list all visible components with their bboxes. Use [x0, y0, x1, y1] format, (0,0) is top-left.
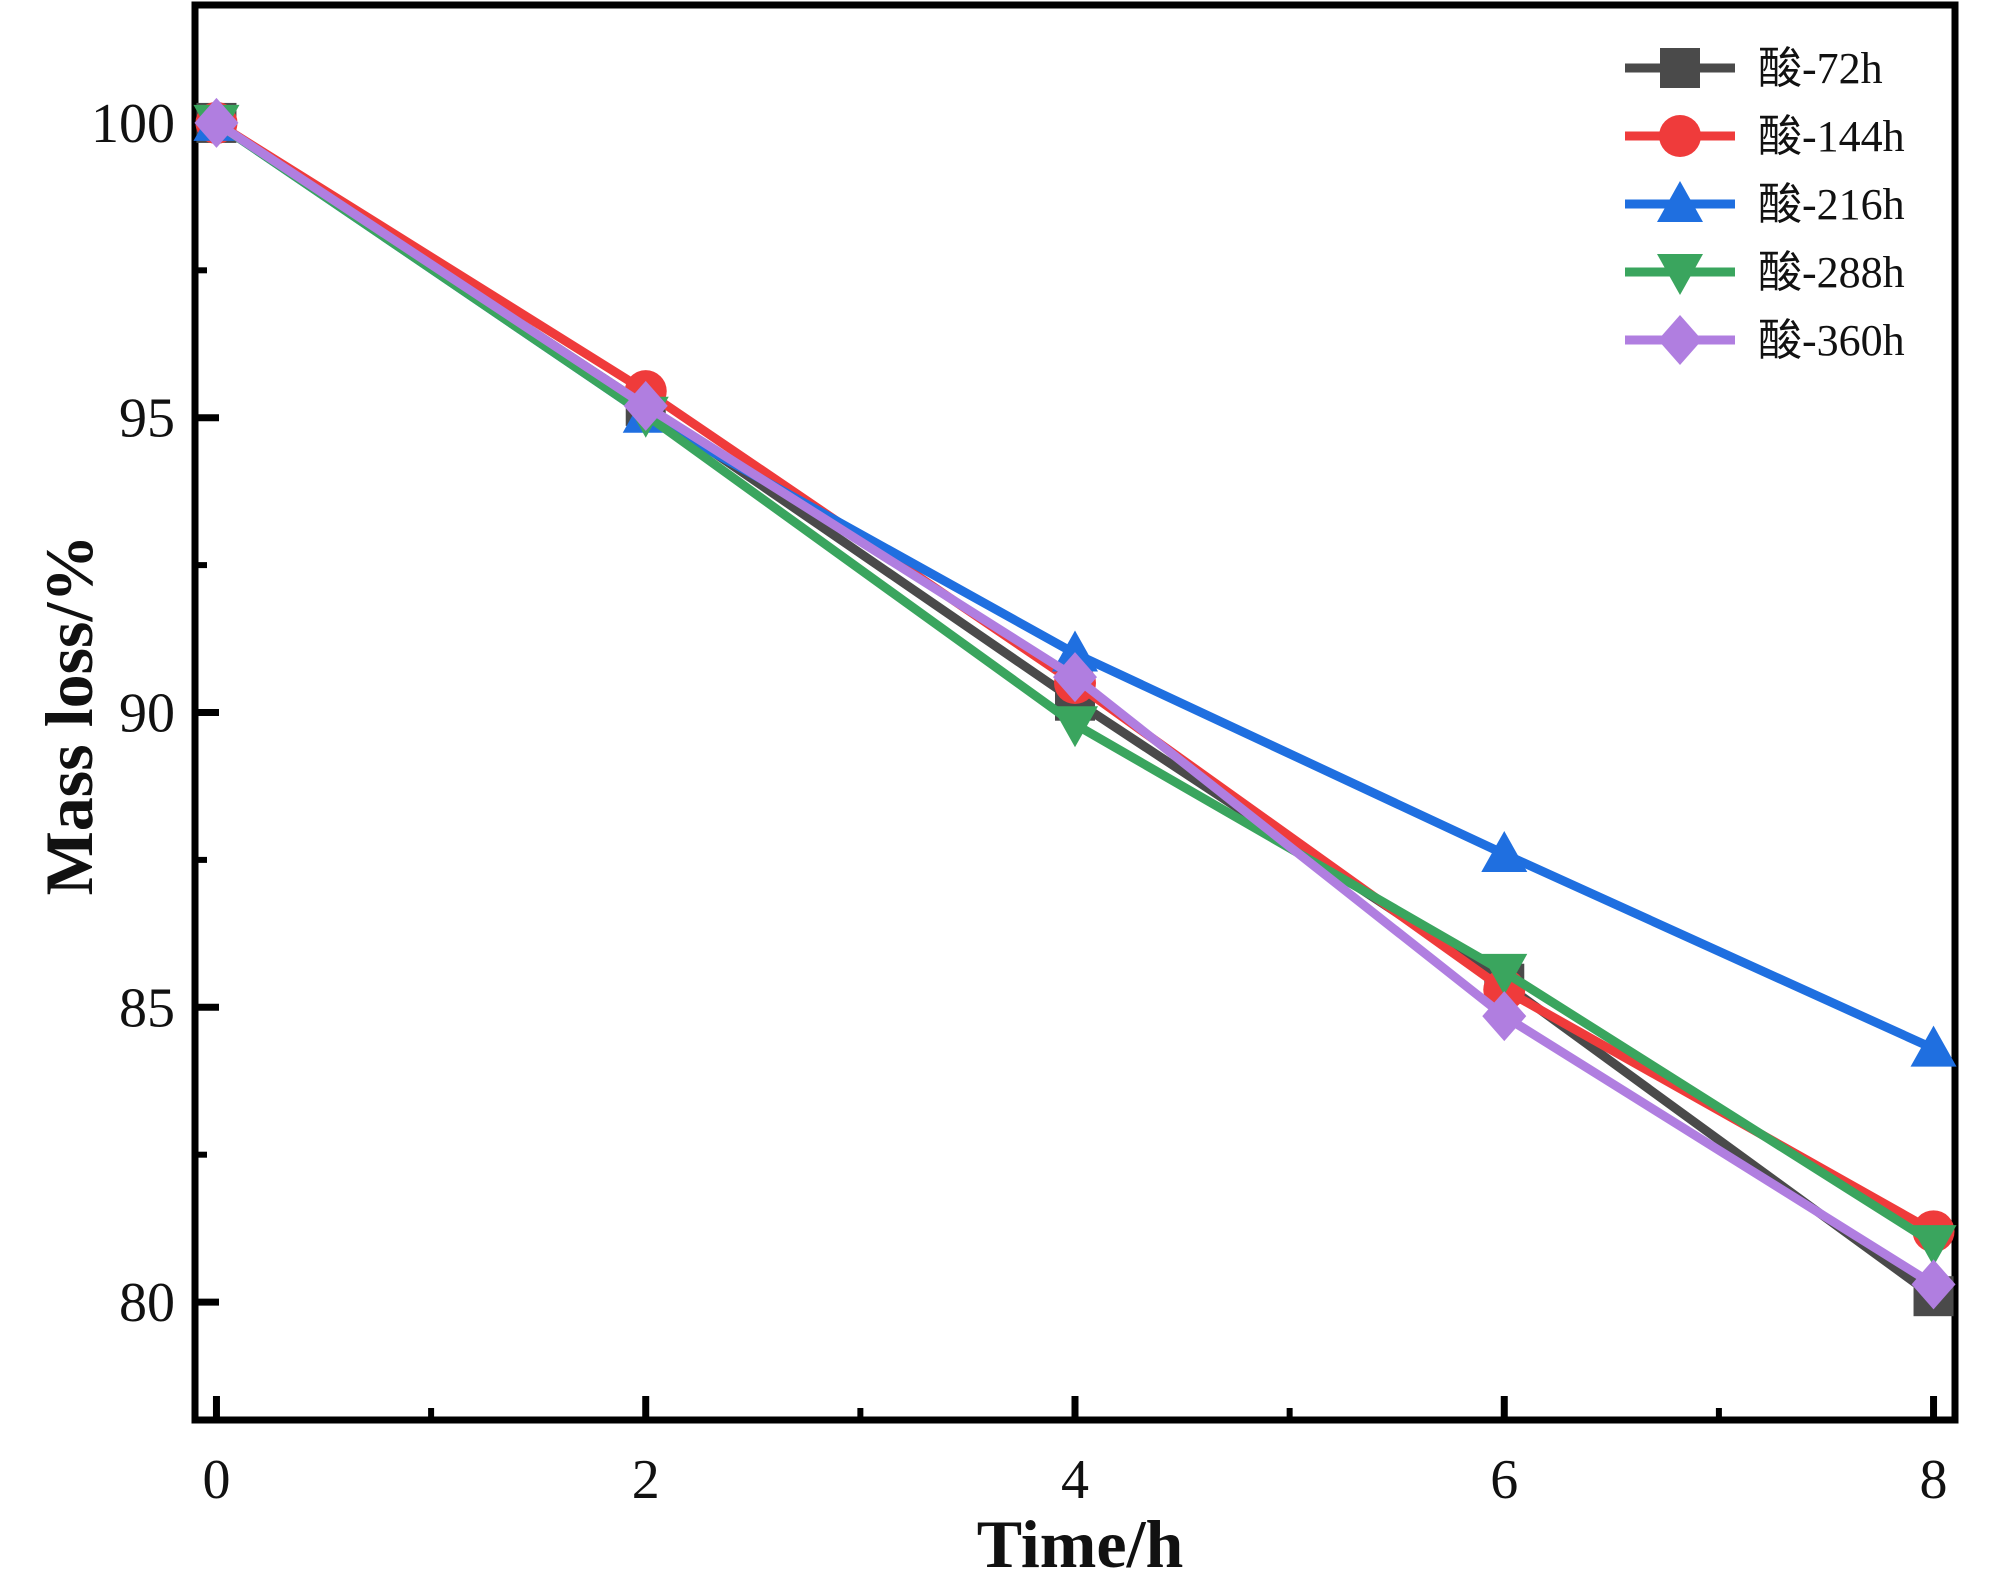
legend: 酸-72h 酸-144h 酸-216h 酸-288h 酸-360h [1625, 44, 1905, 365]
y-tick-label: 90 [119, 683, 175, 745]
x-tick-label: 0 [202, 1449, 230, 1511]
legend-label: 酸-360h [1758, 316, 1905, 365]
data-point [194, 97, 239, 148]
axis-ticks: 0 2 4 6 8 80 85 90 95 100 [91, 93, 1948, 1511]
data-point [1052, 706, 1098, 748]
series-酸-216h [193, 99, 1957, 1067]
legend-label: 酸-72h [1758, 44, 1883, 93]
legend-label: 酸-288h [1758, 248, 1905, 297]
legend-label: 酸-216h [1758, 180, 1905, 229]
data-point [1482, 991, 1527, 1042]
data-point [1910, 1025, 1957, 1067]
y-tick-label: 80 [119, 1272, 175, 1334]
series-layer [193, 97, 1957, 1317]
x-tick-label: 6 [1490, 1449, 1518, 1511]
data-point [1911, 1259, 1956, 1310]
x-tick-label: 2 [632, 1449, 660, 1511]
legend-item: 酸-360h [1625, 315, 1905, 365]
y-tick-label: 100 [91, 93, 175, 155]
data-point [1481, 831, 1528, 872]
data-point [623, 380, 668, 431]
legend-item: 酸-72h [1625, 44, 1883, 93]
data-point [1053, 652, 1097, 703]
legend-marker [1657, 181, 1703, 222]
x-tick-label: 8 [1920, 1449, 1948, 1511]
x-tick-label: 4 [1061, 1449, 1089, 1511]
y-axis-title: Mass loss/% [31, 535, 107, 896]
data-point [1052, 630, 1098, 672]
data-point [1910, 1225, 1957, 1267]
y-tick-label: 85 [119, 977, 175, 1039]
legend-marker [1659, 115, 1701, 157]
legend-marker [1658, 315, 1702, 365]
legend-marker [1660, 48, 1700, 88]
legend-item: 酸-288h [1625, 248, 1905, 297]
y-tick-label: 95 [119, 388, 175, 450]
legend-item: 酸-216h [1625, 180, 1905, 229]
series-酸-360h [194, 97, 1956, 1310]
legend-item: 酸-144h [1625, 112, 1905, 161]
legend-marker [1657, 254, 1703, 295]
data-point [1481, 953, 1528, 995]
legend-label: 酸-144h [1758, 112, 1905, 161]
x-axis-title: Time/h [977, 1506, 1184, 1582]
